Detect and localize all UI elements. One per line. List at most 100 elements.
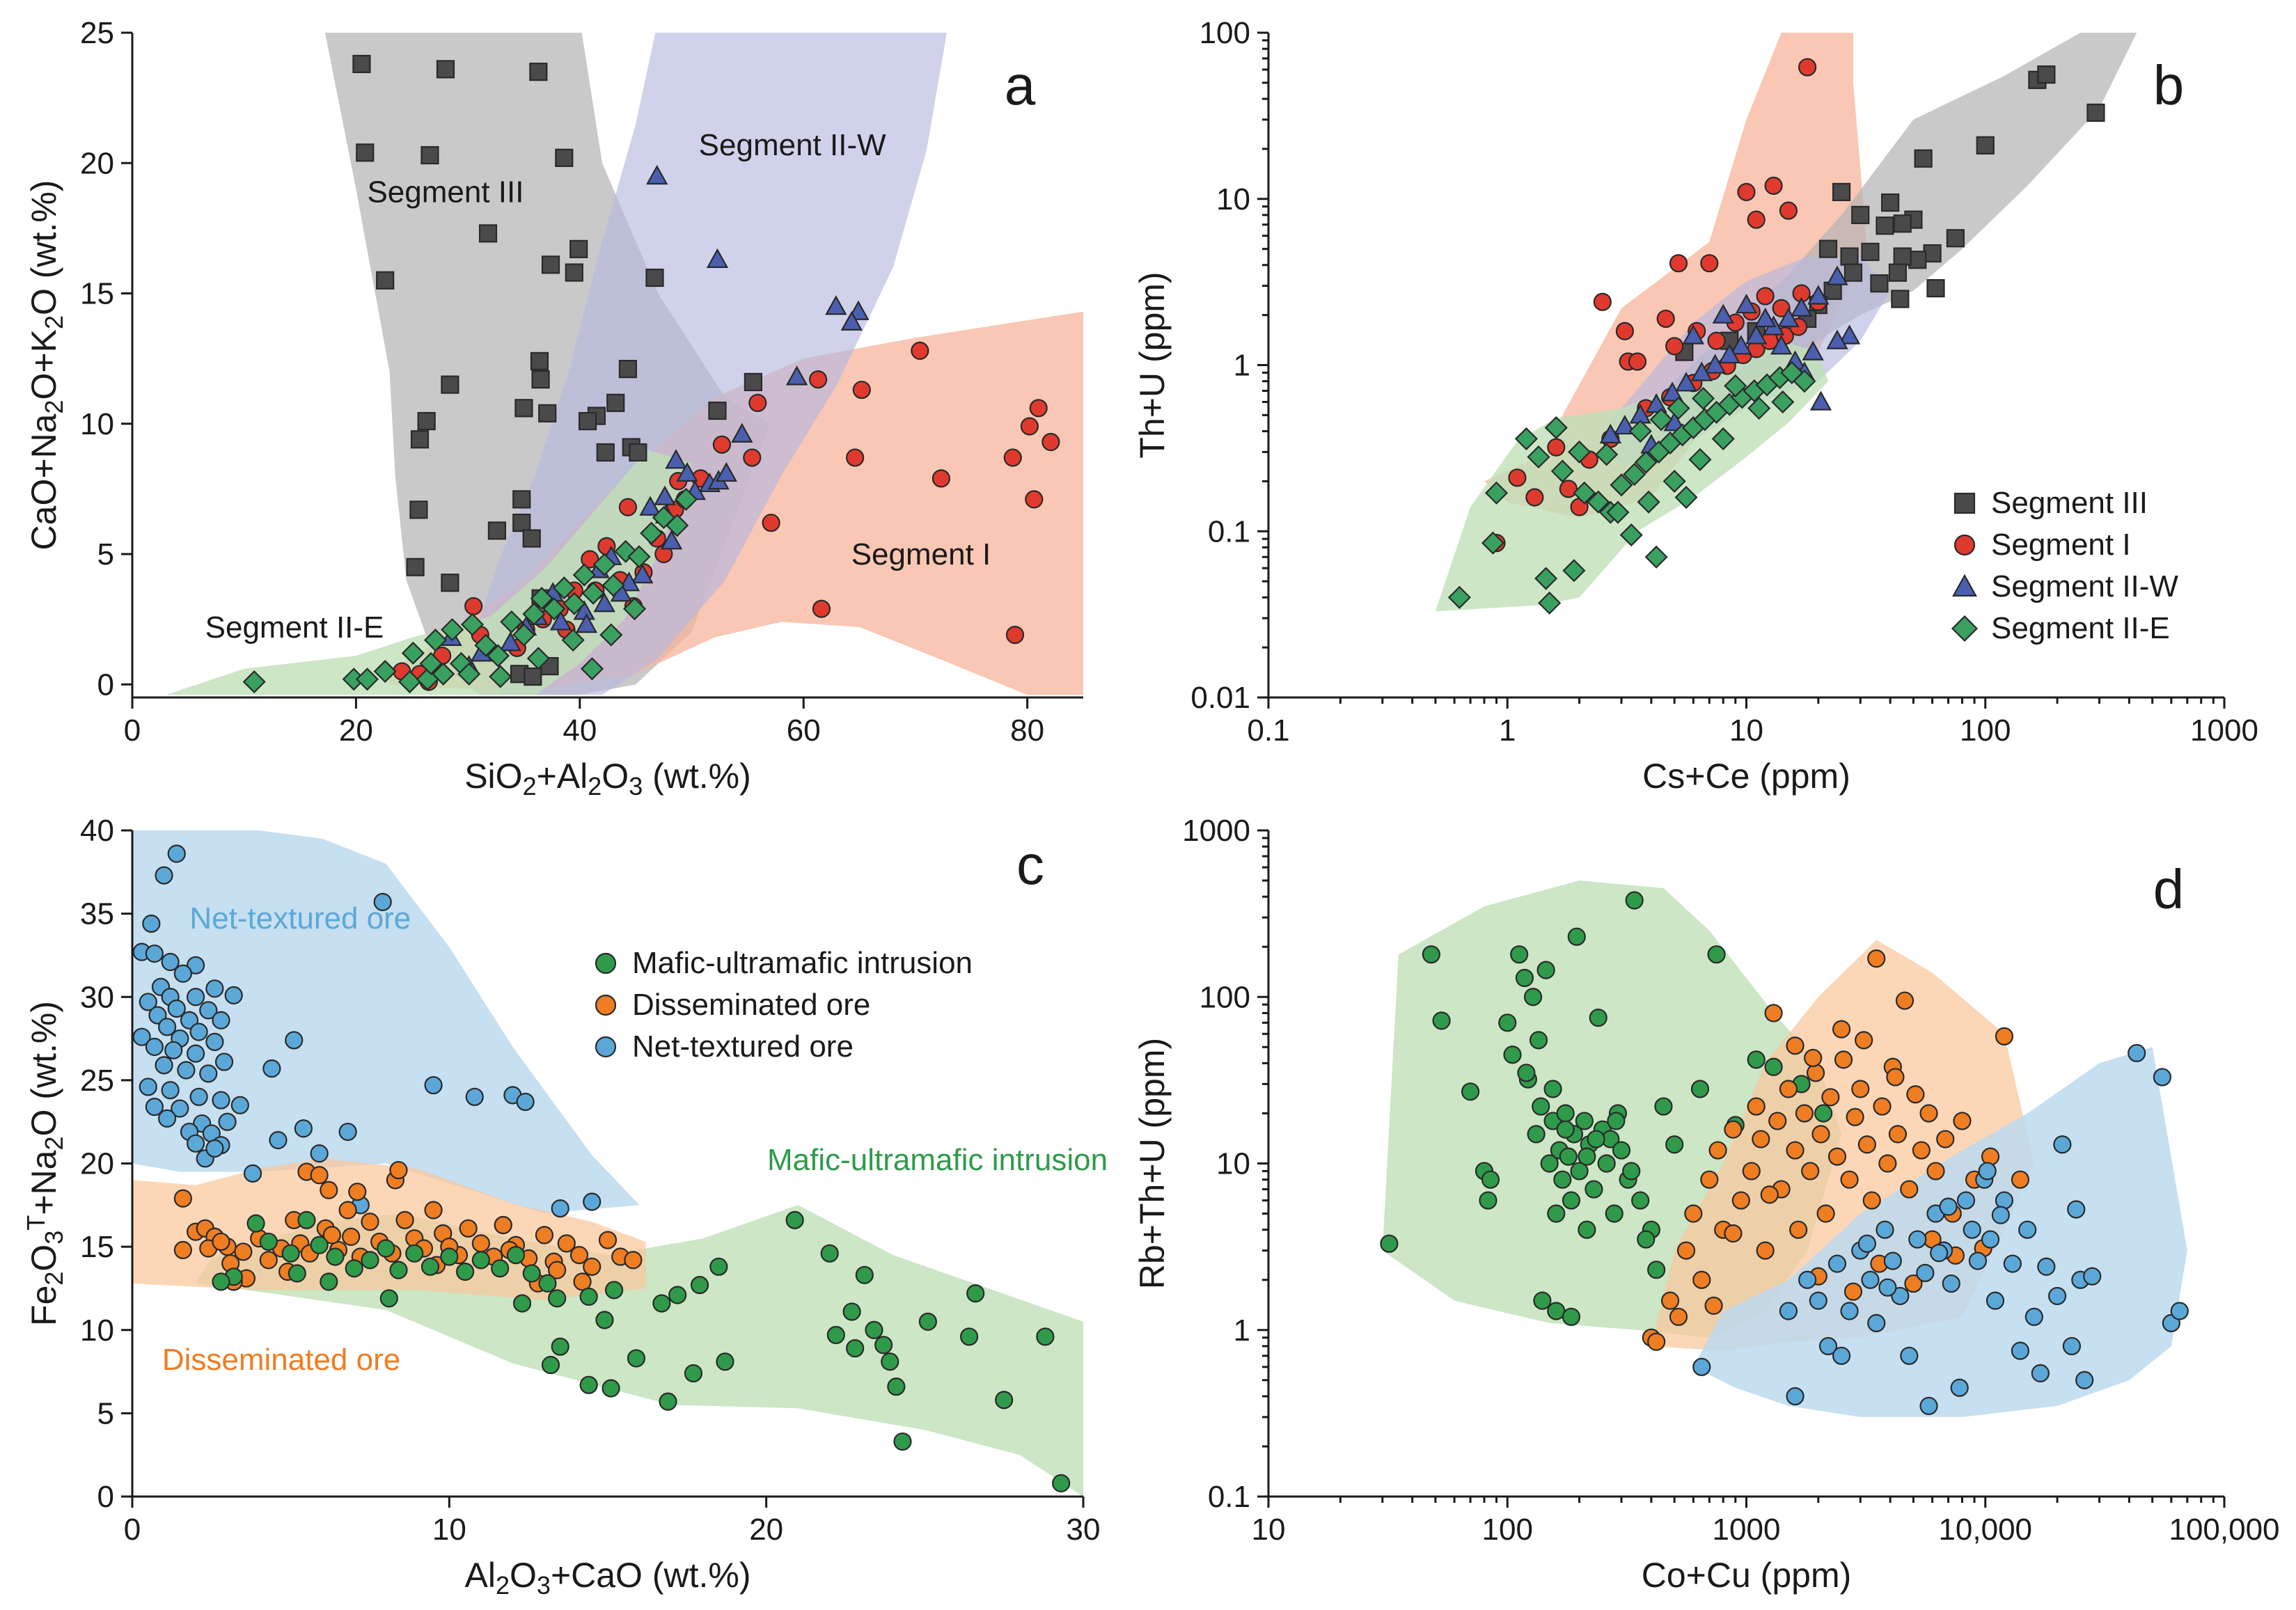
data-point [1986,1291,2005,1310]
data-point [398,670,422,694]
data-point [639,496,661,516]
x-tick-label: 40 [563,713,597,748]
data-point [1795,1104,1814,1123]
data-point [1995,1027,2014,1045]
data-point [1950,1378,1969,1397]
panel-d: 10 100 1000 10,000 100,000 0.1 1 10 100 1000 Co+Cu… [1133,814,2280,1595]
axis-title-part: Th+U (ppm) [1133,271,1172,458]
data-point [1562,559,1586,583]
x-tick-label: 60 [787,713,821,748]
x-tick-label: 1 [1499,713,1516,748]
data-point [618,498,638,516]
data-point [623,597,647,621]
data-point [1704,1296,1723,1315]
data-point [1587,1130,1605,1149]
data-point [541,255,560,274]
y-tick-label: 15 [80,277,114,311]
data-point [1514,427,1538,450]
region-label: Disseminated ore [162,1343,400,1377]
data-point [1692,386,1715,410]
data-point [874,1336,893,1355]
data-point [666,514,689,537]
data-point [676,461,698,482]
legend-label: Segment III [1991,486,2148,520]
data-point [1876,1220,1894,1239]
legend-marker [1953,534,1976,556]
data-point [489,665,512,688]
data-point [1052,1474,1071,1492]
data-point [1756,287,1775,306]
data-point [1818,239,1838,258]
data-point [361,1213,379,1231]
data-point [424,1075,443,1095]
data-point [624,1251,643,1270]
data-point [557,1234,576,1253]
data-point [529,63,548,81]
data-point [1908,251,1927,269]
data-point [1508,468,1527,487]
data-point [310,1236,329,1254]
data-point [1786,1036,1804,1055]
data-point [1585,1180,1603,1199]
data-point [2037,65,2056,84]
data-points [1447,58,2105,615]
data-point [1981,1147,2000,1166]
data-point [1811,1125,1830,1144]
panel-a-letter: a [1005,54,1036,116]
data-point [1597,1154,1616,1173]
data-point [1832,1020,1851,1039]
data-point [1779,201,1798,220]
data-point [410,430,430,449]
data-point [512,1294,532,1313]
data-point [659,1392,677,1411]
data-point [840,310,863,331]
data-point [379,1289,398,1308]
data-point [173,1240,192,1260]
data-point [1644,545,1668,569]
data-point [1867,949,1886,968]
data-point [409,500,428,519]
data-point [1861,242,1880,261]
y-tick-label: 0.1 [1208,514,1250,548]
data-point [575,613,598,633]
data-point [1570,1162,1589,1181]
axis-title-part: 3 [537,1571,551,1600]
data-point [155,866,173,885]
data-point [1700,1170,1719,1189]
x-axis-title: Al2O3+CaO (wt.%) [465,1556,751,1600]
data-point [578,411,597,431]
panel-a-plot: Segment III Segment II-W Segment I Segment … [24,16,1083,800]
data-point [1878,1278,1897,1297]
data-point [491,1259,510,1278]
data-point [1862,1191,1881,1210]
data-point [1510,945,1529,964]
data-point [1832,1346,1851,1365]
data-point [1888,1125,1908,1144]
data-point [531,370,550,389]
data-point [180,1011,199,1029]
data-point [506,1245,526,1265]
data-point [1527,445,1550,469]
y-tick-label: 100 [1200,980,1250,1014]
data-point [1578,1147,1596,1166]
data-point [464,597,483,616]
data-point [1532,1097,1550,1116]
data-point [1867,1313,1886,1332]
data-point [1891,290,1910,308]
data-point [1625,891,1644,910]
data-point [167,999,186,1018]
data-point [2031,1364,2050,1382]
data-point [820,1244,839,1263]
data-point [205,1032,224,1051]
data-point [1661,381,1683,402]
data-point [1827,1254,1847,1273]
data-point [288,1264,306,1283]
data-point [1556,1120,1575,1139]
y-axis-title: Fe2O3T+Na2O (wt.%) [22,1001,68,1326]
legend: Mafic-ultramafic intrusion Disseminated o… [595,946,973,1064]
data-point [1978,1162,1997,1181]
data-point [212,1011,230,1029]
data-point [2128,1043,2146,1063]
data-point [1942,1274,1960,1293]
